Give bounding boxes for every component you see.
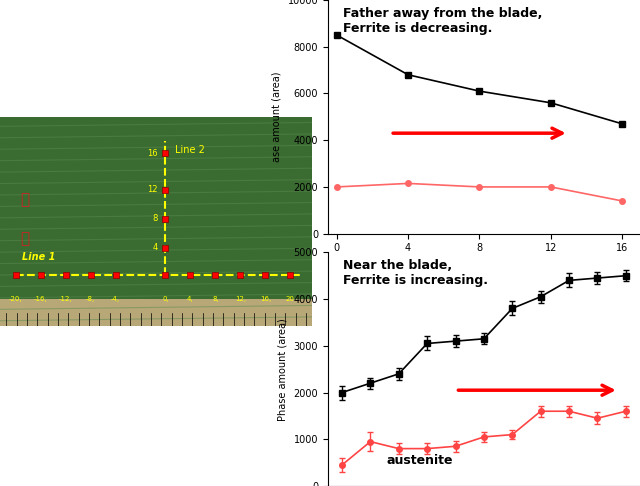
Text: -16,: -16, bbox=[34, 296, 47, 302]
Text: 8,: 8, bbox=[212, 296, 219, 302]
Bar bbox=[0, 326, 312, 486]
Text: 龍: 龍 bbox=[20, 231, 29, 246]
Text: -4,: -4, bbox=[111, 296, 120, 302]
Text: 天: 天 bbox=[20, 192, 29, 207]
Text: 0,: 0, bbox=[162, 296, 169, 302]
Text: austenite: austenite bbox=[387, 453, 453, 467]
Text: 12: 12 bbox=[147, 185, 157, 194]
Text: 8: 8 bbox=[152, 214, 157, 223]
Text: -8,: -8, bbox=[86, 296, 95, 302]
Text: 16,: 16, bbox=[260, 296, 271, 302]
Bar bbox=[0, 117, 312, 326]
Bar bbox=[0, 299, 312, 326]
Text: Near the blade,
Ferrite is increasing.: Near the blade, Ferrite is increasing. bbox=[344, 260, 488, 287]
Text: 16: 16 bbox=[147, 149, 157, 157]
Text: 4,: 4, bbox=[187, 296, 194, 302]
Text: -20,: -20, bbox=[9, 296, 22, 302]
Y-axis label: Phase amount (area): Phase amount (area) bbox=[278, 318, 288, 420]
Text: -12,: -12, bbox=[59, 296, 72, 302]
Bar bbox=[0, 0, 312, 117]
Y-axis label: ase amount (area): ase amount (area) bbox=[272, 71, 282, 162]
Text: Line 2: Line 2 bbox=[175, 145, 205, 155]
Text: 12,: 12, bbox=[235, 296, 246, 302]
Text: 4: 4 bbox=[152, 243, 157, 252]
X-axis label: Distance (mm): Distance (mm) bbox=[442, 259, 525, 269]
Text: Line 1: Line 1 bbox=[22, 252, 55, 262]
Text: 20: 20 bbox=[286, 296, 295, 302]
Text: Father away from the blade,
Ferrite is decreasing.: Father away from the blade, Ferrite is d… bbox=[344, 7, 543, 35]
